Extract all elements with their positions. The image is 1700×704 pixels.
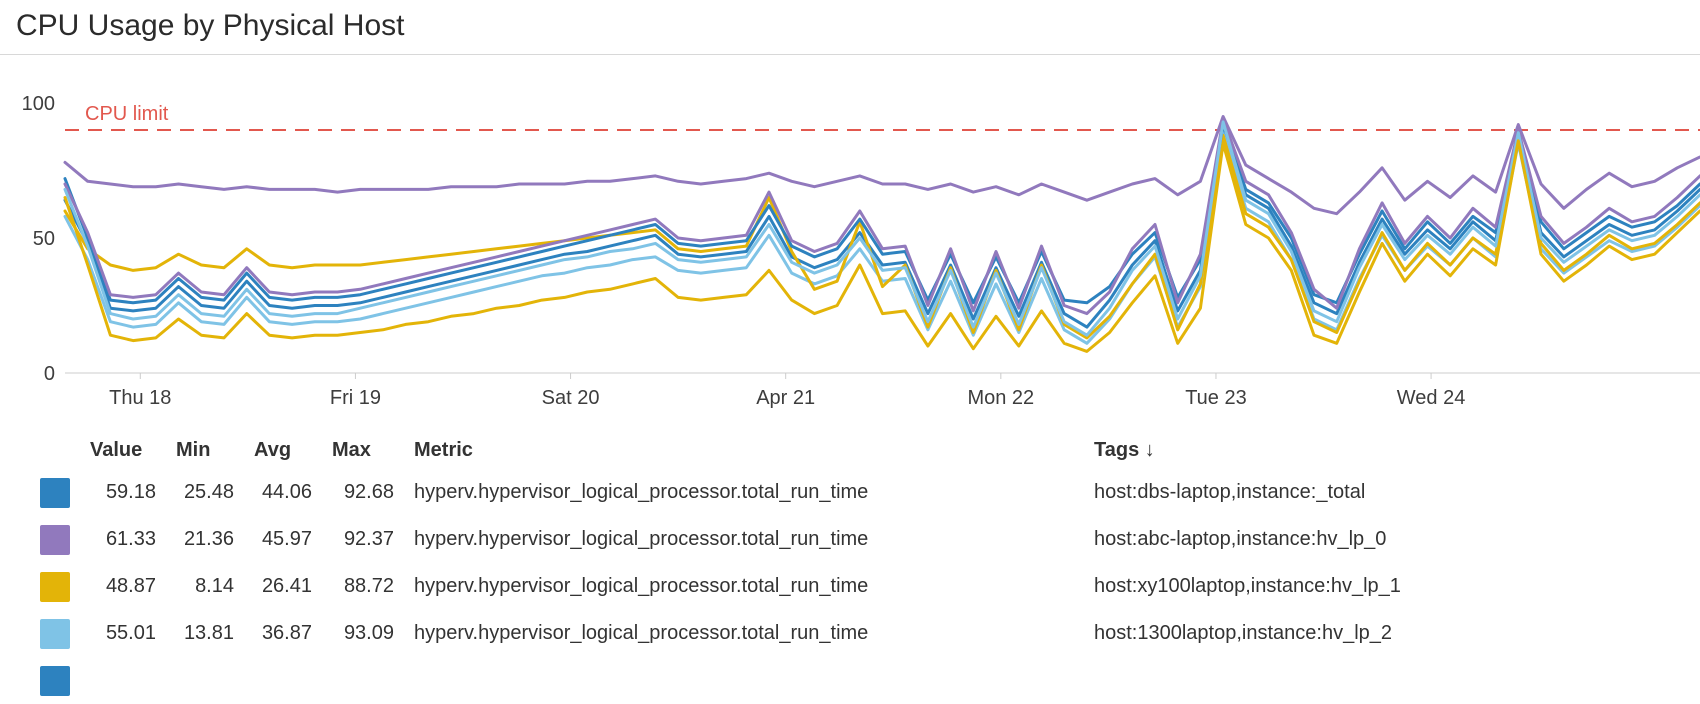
- legend-value: 61.33: [105, 528, 156, 550]
- legend-row-partial[interactable]: [40, 657, 1684, 704]
- legend-metric: hyperv.hypervisor_logical_processor.tota…: [414, 622, 869, 644]
- legend-tags: host:abc-laptop,instance:hv_lp_0: [1094, 528, 1387, 550]
- x-axis-tick-label: Fri 19: [330, 387, 381, 409]
- legend-avg: 44.06: [261, 481, 312, 503]
- column-header-avg[interactable]: Avg: [254, 438, 292, 461]
- column-header-value[interactable]: Value: [90, 438, 143, 461]
- x-axis-tick-label: Tue 23: [1185, 387, 1247, 409]
- legend-avg: 36.87: [261, 622, 312, 644]
- y-axis-tick-label: 50: [33, 228, 55, 250]
- legend-metric: hyperv.hypervisor_logical_processor.tota…: [414, 528, 869, 550]
- legend-max: 88.72: [343, 575, 394, 597]
- legend-row[interactable]: 55.01 13.81 36.87 93.09 hyperv.hypervisor_lo…: [40, 610, 1684, 657]
- x-axis-tick-label: Apr 21: [756, 387, 815, 409]
- sort-descending-icon: ↓: [1144, 438, 1155, 461]
- chart-line-host:dbs-laptop,instance:_total[interactable]: [63, 123, 1700, 305]
- legend-tags: host:1300laptop,instance:hv_lp_2: [1094, 622, 1393, 644]
- y-axis-tick-label: 100: [22, 93, 55, 115]
- legend-color-swatch[interactable]: [40, 524, 70, 555]
- column-header-max[interactable]: Max: [332, 438, 371, 461]
- legend-value: 55.01: [105, 622, 156, 644]
- legend-header-row: Value Min Avg Max Metric Tags ↓: [40, 431, 1684, 469]
- legend-avg: 26.41: [261, 575, 312, 597]
- legend-color-swatch[interactable]: [40, 618, 70, 649]
- column-header-tags[interactable]: Tags ↓: [1094, 439, 1684, 462]
- column-header-min[interactable]: Min: [176, 438, 211, 461]
- legend-min: 21.36: [183, 528, 234, 550]
- y-axis-tick-label: 0: [44, 363, 55, 385]
- legend-max: 93.09: [343, 622, 394, 644]
- legend-metric: hyperv.hypervisor_logical_processor.tota…: [414, 481, 869, 503]
- chart-line-series-2[interactable]: [63, 128, 1700, 329]
- column-header-tags-label: Tags: [1094, 438, 1140, 461]
- cpu-limit-label: CPU limit: [85, 103, 169, 125]
- chart-line-series-4[interactable]: [63, 133, 1700, 340]
- panel-header: CPU Usage by Physical Host: [0, 0, 1700, 55]
- legend-min: 25.48: [183, 481, 234, 503]
- page-title: CPU Usage by Physical Host: [16, 9, 405, 42]
- chart-line-host:1300laptop,instance:hv_lp_2[interactable]: [63, 120, 1700, 337]
- chart-line-host:xy100laptop,instance:hv_lp_1[interactable]: [63, 139, 1700, 353]
- x-axis-tick-label: Sat 20: [542, 387, 600, 409]
- x-axis-tick-label: Thu 18: [109, 387, 171, 409]
- legend-color-swatch[interactable]: [40, 477, 70, 508]
- legend-value: 48.87: [105, 575, 156, 597]
- cpu-usage-chart[interactable]: 0 50 100 Thu 18 Fri 19 Sat 20 Apr 21 Mon 22 Tue …: [0, 55, 1700, 415]
- legend-max: 92.37: [343, 528, 394, 550]
- legend-metric: hyperv.hypervisor_logical_processor.tota…: [414, 575, 869, 597]
- x-axis-tick-label: Wed 24: [1397, 387, 1466, 409]
- legend-color-swatch[interactable]: [40, 665, 70, 696]
- legend-tags: host:dbs-laptop,instance:_total: [1094, 481, 1366, 503]
- chart-line-series-1[interactable]: [63, 115, 1700, 216]
- legend-min: 13.81: [183, 622, 234, 644]
- legend-row[interactable]: 48.87 8.14 26.41 88.72 hyperv.hypervisor_log…: [40, 563, 1684, 610]
- column-header-metric[interactable]: Metric: [414, 438, 473, 461]
- legend-value: 59.18: [105, 481, 156, 503]
- legend-row[interactable]: 61.33 21.36 45.97 92.37 hyperv.hypervisor_lo…: [40, 516, 1684, 563]
- legend-table: Value Min Avg Max Metric Tags ↓ 59.18 25.…: [0, 431, 1700, 704]
- legend-avg: 45.97: [261, 528, 312, 550]
- chart-line-host:abc-laptop,instance:hv_lp_0[interactable]: [63, 117, 1700, 316]
- chart-line-series-3[interactable]: [63, 131, 1700, 345]
- legend-tags: host:xy100laptop,instance:hv_lp_1: [1094, 575, 1401, 597]
- legend-min: 8.14: [195, 575, 234, 597]
- legend-max: 92.68: [343, 481, 394, 503]
- x-axis-tick-label: Mon 22: [967, 387, 1034, 409]
- legend-row[interactable]: 59.18 25.48 44.06 92.68 hyperv.hypervisor_lo…: [40, 469, 1684, 516]
- legend-color-swatch[interactable]: [40, 571, 70, 602]
